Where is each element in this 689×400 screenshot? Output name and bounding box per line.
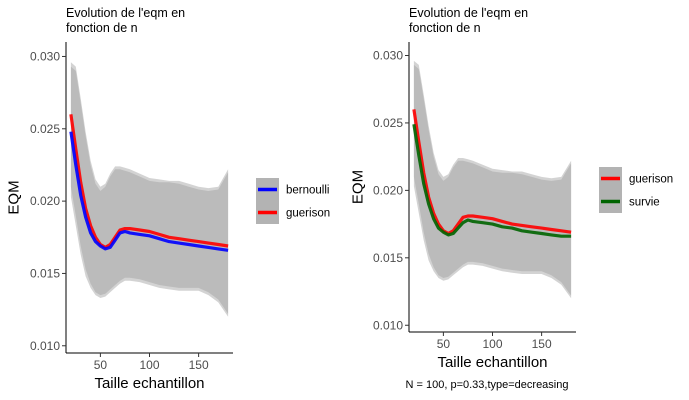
chart-title-line: fonction de n	[409, 21, 481, 35]
legend-label-bernoulli: bernoulli	[286, 185, 329, 197]
series-line-survie	[412, 124, 572, 238]
survie-band	[413, 64, 572, 299]
guerison-band	[413, 60, 572, 296]
y-tick-label: 0.030	[373, 48, 403, 62]
series-line-guerison	[69, 114, 229, 249]
x-axis-label: Taille echantillon	[437, 354, 547, 371]
y-tick-label: 0.010	[373, 318, 403, 332]
y-tick-label: 0.025	[30, 122, 60, 136]
y-axis-label: EQM	[6, 180, 23, 214]
x-tick-label: 150	[189, 358, 209, 372]
series-line-bernoulli	[69, 131, 229, 252]
x-axis-label: Taille echantillon	[94, 375, 204, 392]
x-tick-label: 50	[437, 337, 451, 351]
y-tick-label: 0.010	[30, 339, 60, 353]
y-tick-label: 0.015	[373, 251, 403, 265]
x-tick-label: 50	[94, 358, 108, 372]
legend-label-guerison: guerison	[286, 208, 330, 220]
y-tick-label: 0.020	[373, 183, 403, 197]
series-line-guerison	[412, 109, 572, 236]
chart-title-line: Evolution de l'eqm en	[409, 6, 528, 20]
chart-title-line: Evolution de l'eqm en	[66, 6, 185, 20]
chart-title-line: fonction de n	[66, 21, 138, 35]
y-tick-label: 0.015	[30, 266, 60, 280]
y-tick-label: 0.030	[30, 49, 60, 63]
x-tick-label: 150	[532, 337, 552, 351]
x-tick-label: 100	[139, 358, 159, 372]
y-axis-label: EQM	[350, 170, 367, 204]
y-tick-label: 0.020	[30, 194, 60, 208]
figure-caption: N = 100, p=0.33,type=decreasing	[406, 379, 569, 391]
bernoulli-band	[70, 66, 229, 317]
guerison-band	[70, 62, 229, 314]
legend-label-survie: survie	[629, 197, 660, 209]
y-tick-label: 0.025	[373, 116, 403, 130]
x-tick-label: 100	[482, 337, 502, 351]
legend-label-guerison: guerison	[629, 174, 673, 186]
